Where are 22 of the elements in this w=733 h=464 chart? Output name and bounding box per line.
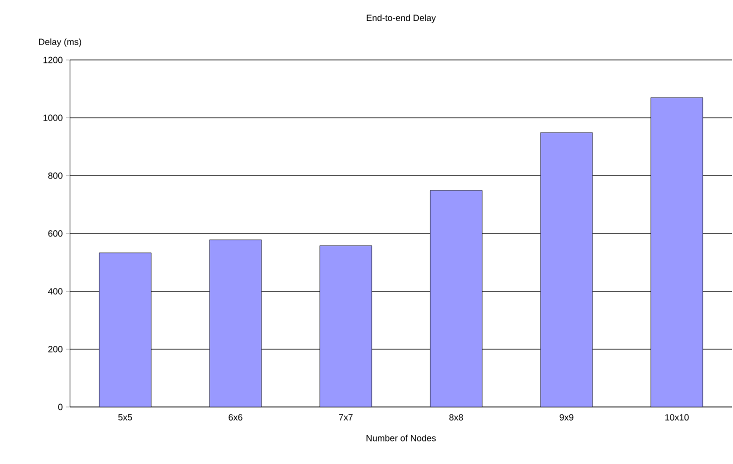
bar	[650, 97, 704, 407]
x-tick-label: 10x10	[665, 414, 689, 421]
x-axis-title: Number of Nodes	[366, 434, 436, 442]
x-tick-label: 7x7	[339, 414, 353, 420]
bar	[320, 245, 372, 407]
bar	[540, 132, 593, 407]
x-tick-label: 8x8	[449, 414, 464, 421]
y-tick-label: 1000	[44, 114, 62, 121]
bar	[430, 190, 482, 407]
y-tick-label: 0	[58, 404, 62, 410]
x-tick-label: 6x6	[228, 414, 242, 421]
bar	[209, 240, 262, 407]
y-axis-title: Delay (ms)	[39, 38, 82, 47]
x-tick-label: 5x5	[118, 414, 132, 420]
y-tick-label: 1200	[44, 56, 62, 64]
y-tick-label: 400	[48, 288, 62, 294]
y-tick-label: 600	[48, 230, 62, 237]
bar	[98, 252, 152, 407]
y-tick-label: 800	[48, 172, 62, 179]
y-tick-label: 200	[48, 346, 62, 352]
x-tick-label: 9x9	[560, 414, 574, 421]
chart-title: End-to-end Delay	[366, 14, 436, 23]
